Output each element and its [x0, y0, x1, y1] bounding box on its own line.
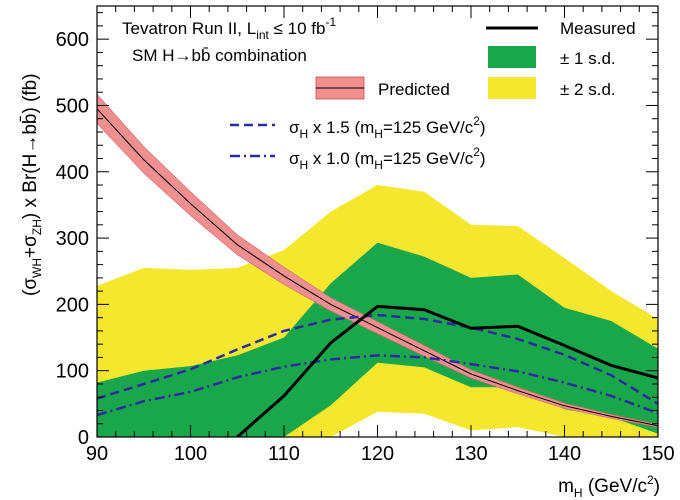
legend-sigma-x15-label: σH x 1.5 (mH=125 GeV/c2): [289, 114, 486, 141]
title-line1-text: Tevatron Run II, L: [122, 19, 256, 38]
sigma-x10-line: [97, 354, 658, 417]
legend-sigma-x10-rest2: =125 GeV/c: [383, 149, 474, 168]
legend-sigma-x10-sigma: σ: [289, 149, 300, 168]
x-axis-title-rest: (GeV/c: [583, 476, 647, 497]
x-tick-label: 140: [548, 443, 581, 465]
x-tick-label: 120: [361, 443, 394, 465]
y-tick-label: 0: [78, 427, 89, 449]
legend-sigma-x10-sub2: H: [374, 158, 383, 172]
legend-sigma-x15-rest2: =125 GeV/c: [383, 118, 474, 137]
y-tick-label: 400: [56, 162, 89, 184]
legend-sigma-x15-sigma: σ: [289, 118, 300, 137]
x-tick-label: 110: [268, 443, 300, 465]
title-line1-sup: -1: [325, 15, 336, 29]
legend-sigma-x15-sub: H: [300, 127, 309, 141]
legend-measured-label: Measured: [560, 19, 636, 38]
x-axis-title-m: m: [558, 476, 574, 497]
y-axis-title: (σWH+σZH) x Br(H→bb̄) (fb): [20, 73, 44, 296]
y-axis-title-p4: ) x Br(H→bb̄) (fb): [20, 73, 41, 219]
y-tick-label: 100: [56, 361, 89, 383]
x-tick-label: 100: [174, 443, 207, 465]
x-tick-label: 130: [454, 443, 487, 465]
y-tick-label: 300: [56, 228, 89, 250]
legend-sigma-x10-rest: x 1.0 (m: [308, 149, 374, 168]
predicted-band: [97, 93, 658, 428]
title-line1: Tevatron Run II, Lint ≤ 10 fb-1: [122, 15, 336, 42]
legend-two-sd-label: ± 2 s.d.: [560, 80, 616, 99]
legend-sigma-x15-sup: 2: [473, 114, 480, 128]
legend: Tevatron Run II, Lint ≤ 10 fb-1 SM H→bb̄…: [122, 15, 636, 172]
y-axis-title-p2: +σ: [20, 235, 41, 258]
y-axis-title-p3: ZH: [30, 219, 44, 235]
plot-area: [97, 93, 658, 437]
title-line1-rest: ≤ 10 fb: [269, 19, 326, 38]
legend-one-sd-swatch: [488, 46, 536, 68]
title-line2: SM H→bb̄ combination: [132, 46, 307, 65]
axes: 90 100 110 120 130 140 150 0 100 200 300 400 500 600: [56, 5, 675, 465]
y-tick-label: 200: [56, 294, 89, 316]
legend-sigma-x10-sup: 2: [473, 145, 480, 159]
legend-sigma-x10-sub: H: [300, 158, 309, 172]
one-sd-band: [97, 242, 658, 437]
legend-two-sd-swatch: [488, 77, 536, 99]
x-axis-title-sub: H: [574, 486, 583, 500]
legend-sigma-x15-sub2: H: [374, 127, 383, 141]
legend-sigma-x15-end: ): [480, 118, 486, 137]
x-axis-title-sup: 2: [647, 473, 654, 487]
x-tick-label: 150: [641, 443, 674, 465]
predicted-line: [97, 108, 658, 427]
y-axis-title-p1: WH: [30, 258, 44, 278]
y-tick-label: 600: [56, 29, 89, 51]
x-tick-label: 90: [86, 443, 108, 465]
legend-one-sd-label: ± 1 s.d.: [560, 49, 616, 68]
sigma-x15-line: [97, 313, 658, 405]
x-axis-title-end: ): [654, 476, 660, 497]
legend-sigma-x10-label: σH x 1.0 (mH=125 GeV/c2): [289, 145, 486, 172]
y-tick-label: 500: [56, 95, 89, 117]
plot-series: [97, 93, 658, 437]
x-axis-title: mH (GeV/c2): [558, 473, 660, 500]
measured-line: [236, 304, 658, 437]
y-axis-title-p0: (σ: [20, 278, 41, 296]
legend-predicted-label: Predicted: [378, 80, 450, 99]
legend-sigma-x10-end: ): [480, 149, 486, 168]
legend-sigma-x15-rest: x 1.5 (m: [308, 118, 374, 137]
title-line1-sub: int: [256, 28, 269, 42]
